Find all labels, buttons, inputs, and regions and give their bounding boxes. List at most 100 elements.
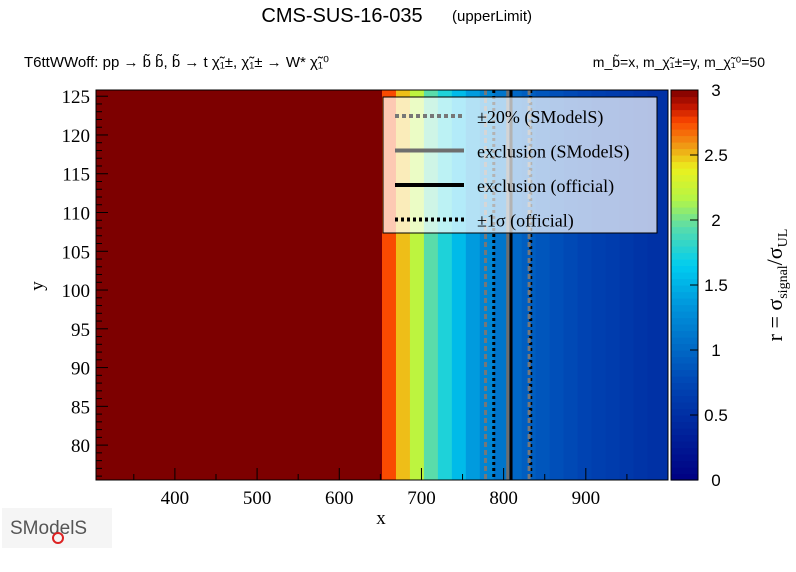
x-tick-label: 700 bbox=[407, 488, 436, 509]
colorbar-segment bbox=[671, 213, 698, 221]
y-tick-label: 115 bbox=[62, 165, 90, 186]
colorbar-segment bbox=[671, 239, 698, 247]
x-tick-label: 800 bbox=[489, 488, 518, 509]
x-tick-label: 500 bbox=[243, 488, 272, 509]
logo-ornament-icon bbox=[52, 532, 64, 544]
colorbar-tick-label: 0 bbox=[711, 471, 720, 490]
colorbar-segment bbox=[671, 467, 698, 475]
colorbar-segment bbox=[671, 376, 698, 384]
colorbar-segment bbox=[671, 363, 698, 371]
logo-background bbox=[2, 508, 112, 548]
y-tick-label: 105 bbox=[62, 242, 91, 263]
y-tick-label: 125 bbox=[62, 87, 91, 108]
colorbar-segment bbox=[671, 116, 698, 124]
colorbar-segment bbox=[671, 187, 698, 195]
legend-entry: exclusion (official) bbox=[477, 176, 614, 197]
colorbar-segment bbox=[671, 194, 698, 202]
chart-title: CMS-SUS-16-035 bbox=[261, 5, 422, 27]
colorbar-segment bbox=[671, 343, 698, 351]
x-tick-label: 400 bbox=[161, 488, 190, 509]
colorbar-segment bbox=[671, 304, 698, 312]
colorbar-segment bbox=[671, 109, 698, 117]
colorbar-segment bbox=[671, 226, 698, 234]
y-tick-label: 80 bbox=[71, 436, 90, 457]
colorbar-tick-label: 2.5 bbox=[704, 146, 728, 165]
colorbar-segment bbox=[671, 421, 698, 429]
smodels-logo: SModelS bbox=[2, 508, 112, 548]
colorbar-segment bbox=[671, 285, 698, 293]
legend-entry: exclusion (SModelS) bbox=[477, 142, 630, 163]
x-tick-label: 600 bbox=[325, 488, 354, 509]
colorbar-segment bbox=[671, 142, 698, 150]
y-tick-label: 100 bbox=[62, 281, 91, 302]
colorbar-segment bbox=[671, 220, 698, 228]
legend-box bbox=[382, 96, 658, 234]
colorbar-segment bbox=[671, 96, 698, 104]
colorbar-segment bbox=[671, 233, 698, 241]
colorbar-segment bbox=[671, 408, 698, 416]
colorbar-segment bbox=[671, 473, 698, 481]
y-tick-label: 90 bbox=[71, 359, 90, 380]
colorbar-segment bbox=[671, 389, 698, 397]
colorbar-segment bbox=[671, 415, 698, 423]
colorbar-segment bbox=[671, 330, 698, 338]
colorbar-segment bbox=[671, 402, 698, 410]
colorbar-segment bbox=[671, 460, 698, 468]
colorbar-segment bbox=[671, 252, 698, 260]
legend-entry: ±1σ (official) bbox=[477, 211, 574, 232]
logo-text: SModelS bbox=[10, 518, 87, 539]
colorbar-segment bbox=[671, 369, 698, 377]
colorbar-tick-label: 3 bbox=[711, 81, 720, 100]
colorbar-segment bbox=[671, 434, 698, 442]
colorbar-segment bbox=[671, 103, 698, 111]
x-tick-label: 900 bbox=[572, 488, 601, 509]
colorbar-segment bbox=[671, 181, 698, 189]
heatmap-band bbox=[96, 90, 383, 480]
colorbar-segment bbox=[671, 148, 698, 156]
colorbar-segment bbox=[671, 350, 698, 358]
y-tick-label: 120 bbox=[62, 126, 91, 147]
colorbar-segment bbox=[671, 207, 698, 215]
colorbar-label: r = σsignal/σUL bbox=[762, 229, 791, 342]
colorbar-segment bbox=[671, 265, 698, 273]
colorbar-segment bbox=[671, 259, 698, 267]
colorbar-segment bbox=[671, 454, 698, 462]
colorbar-segment bbox=[671, 382, 698, 390]
y-tick-label: 110 bbox=[62, 204, 90, 225]
process-label: T6ttWWoff: pp → b̃ b̃, b̃ → t χ̃₁±, χ̃₁±… bbox=[24, 54, 329, 71]
y-axis-label: y bbox=[27, 281, 48, 291]
plot-frame bbox=[95, 89, 669, 481]
colorbar-segment bbox=[671, 447, 698, 455]
colorbar-segment bbox=[671, 395, 698, 403]
legend: ±20% (SModelS) exclusion (SModelS) exclusi… bbox=[382, 96, 658, 234]
colorbar-segment bbox=[671, 278, 698, 286]
colorbar-tick-label: 1 bbox=[711, 341, 720, 360]
colorbar-tick-label: 0.5 bbox=[704, 406, 728, 425]
colorbar-segment bbox=[671, 122, 698, 130]
y-tick-label: 85 bbox=[71, 397, 90, 418]
legend-entry: ±20% (SModelS) bbox=[477, 107, 603, 128]
colorbar-segment bbox=[671, 129, 698, 137]
colorbar-segment bbox=[671, 311, 698, 319]
colorbar-segment bbox=[671, 337, 698, 345]
colorbar-segment bbox=[671, 161, 698, 169]
colorbar-segment bbox=[671, 356, 698, 364]
x-axis-label: x bbox=[376, 508, 386, 529]
colorbar-tick-label: 1.5 bbox=[704, 276, 728, 295]
chart-title-suffix: (upperLimit) bbox=[452, 8, 532, 25]
colorbar-segment bbox=[671, 168, 698, 176]
colorbar-segment bbox=[671, 298, 698, 306]
y-tick-label: 95 bbox=[71, 320, 90, 341]
colorbar-segment bbox=[671, 291, 698, 299]
colorbar-segment bbox=[671, 200, 698, 208]
colorbar-segment bbox=[671, 90, 698, 98]
colorbar-segment bbox=[671, 441, 698, 449]
colorbar-segment bbox=[671, 324, 698, 332]
mass-label: m_b̃=x, m_χ̃₁±=y, m_χ̃₁⁰=50 bbox=[593, 54, 765, 70]
colorbar-segment bbox=[671, 272, 698, 280]
colorbar-segment bbox=[671, 317, 698, 325]
colorbar-segment bbox=[671, 155, 698, 163]
colorbar-segment bbox=[671, 174, 698, 182]
